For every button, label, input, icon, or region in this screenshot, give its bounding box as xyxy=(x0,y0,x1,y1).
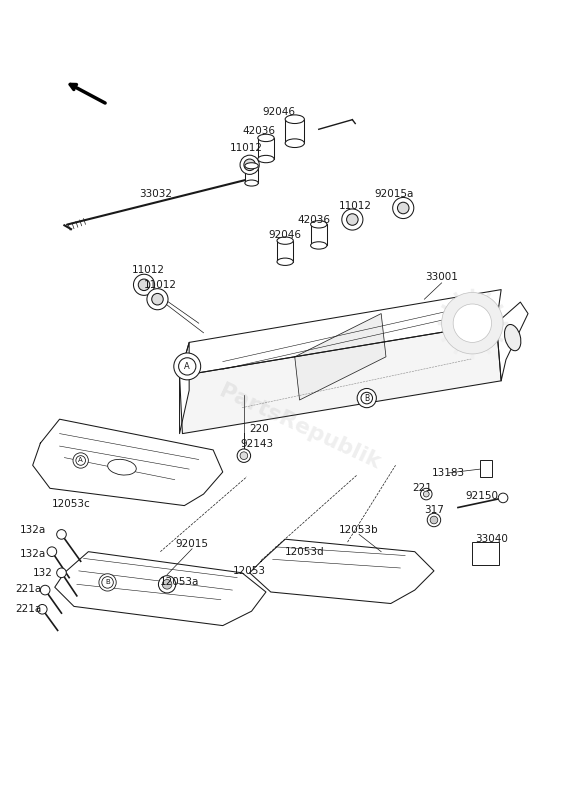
Text: A: A xyxy=(184,362,190,371)
Bar xyxy=(310,224,327,246)
Circle shape xyxy=(357,389,376,408)
Bar xyxy=(480,459,491,477)
Circle shape xyxy=(179,358,196,375)
Text: B: B xyxy=(364,394,369,402)
Circle shape xyxy=(57,568,66,578)
Circle shape xyxy=(174,353,201,380)
Circle shape xyxy=(40,586,50,595)
Polygon shape xyxy=(180,290,501,376)
Circle shape xyxy=(151,294,163,305)
Circle shape xyxy=(57,530,66,539)
Ellipse shape xyxy=(245,180,258,186)
Circle shape xyxy=(424,491,429,497)
Bar xyxy=(245,166,258,183)
Circle shape xyxy=(392,198,414,218)
Ellipse shape xyxy=(277,258,293,266)
Circle shape xyxy=(99,574,116,591)
Circle shape xyxy=(442,293,503,354)
Polygon shape xyxy=(180,342,189,434)
Ellipse shape xyxy=(277,237,293,244)
Ellipse shape xyxy=(310,242,327,249)
Circle shape xyxy=(158,576,176,593)
Ellipse shape xyxy=(285,115,305,123)
Circle shape xyxy=(240,452,248,459)
Polygon shape xyxy=(55,552,266,626)
Circle shape xyxy=(138,279,150,290)
Bar xyxy=(285,119,305,143)
Text: PartsRepublik: PartsRepublik xyxy=(216,381,384,473)
Polygon shape xyxy=(295,314,386,400)
Circle shape xyxy=(237,449,251,462)
Bar xyxy=(472,542,499,565)
Text: 12053d: 12053d xyxy=(284,546,324,557)
Text: 221a: 221a xyxy=(16,584,42,594)
Text: 11012: 11012 xyxy=(144,280,177,290)
Polygon shape xyxy=(497,302,528,381)
Ellipse shape xyxy=(258,134,274,142)
Text: 221a: 221a xyxy=(16,604,42,614)
Text: 317: 317 xyxy=(424,506,444,515)
Text: 220: 220 xyxy=(250,424,269,434)
Circle shape xyxy=(361,392,372,404)
Text: B: B xyxy=(105,579,110,586)
Text: 12053b: 12053b xyxy=(339,525,379,534)
Polygon shape xyxy=(250,539,434,603)
Polygon shape xyxy=(33,419,223,506)
Text: 11012: 11012 xyxy=(230,142,263,153)
Text: 132a: 132a xyxy=(20,525,46,534)
Circle shape xyxy=(162,579,172,589)
Text: 12053c: 12053c xyxy=(51,498,90,509)
Text: 42036: 42036 xyxy=(243,126,276,136)
Circle shape xyxy=(147,289,168,310)
Circle shape xyxy=(47,547,57,557)
Ellipse shape xyxy=(245,162,258,169)
Text: 132a: 132a xyxy=(20,549,46,558)
Text: 11012: 11012 xyxy=(339,201,372,211)
Bar xyxy=(277,241,293,262)
Ellipse shape xyxy=(285,139,305,147)
Text: 42036: 42036 xyxy=(298,215,331,226)
Circle shape xyxy=(240,155,260,174)
Text: 11012: 11012 xyxy=(131,266,164,275)
Text: 12053a: 12053a xyxy=(160,578,199,587)
Circle shape xyxy=(38,605,47,614)
Circle shape xyxy=(453,304,491,342)
Circle shape xyxy=(73,453,88,468)
Circle shape xyxy=(76,456,86,466)
Circle shape xyxy=(244,159,255,170)
Text: 132: 132 xyxy=(32,568,52,578)
Text: 33032: 33032 xyxy=(139,189,172,198)
Text: 92015: 92015 xyxy=(176,539,209,549)
Text: A: A xyxy=(78,458,83,463)
Circle shape xyxy=(342,209,363,230)
Circle shape xyxy=(398,202,409,214)
Circle shape xyxy=(427,514,440,526)
Text: 221: 221 xyxy=(413,483,432,494)
Ellipse shape xyxy=(310,221,327,228)
Circle shape xyxy=(102,577,113,588)
Ellipse shape xyxy=(258,155,274,162)
Text: 33040: 33040 xyxy=(475,534,508,544)
Circle shape xyxy=(347,214,358,226)
Text: 92046: 92046 xyxy=(269,230,302,240)
Circle shape xyxy=(134,274,154,295)
Bar xyxy=(258,138,274,159)
Text: 92015a: 92015a xyxy=(374,189,413,198)
Ellipse shape xyxy=(108,459,136,475)
Text: 33001: 33001 xyxy=(425,272,458,282)
Circle shape xyxy=(421,488,432,500)
Circle shape xyxy=(498,493,508,502)
Ellipse shape xyxy=(505,325,521,350)
Text: 92143: 92143 xyxy=(240,439,273,449)
Circle shape xyxy=(430,516,438,524)
Text: 92046: 92046 xyxy=(262,107,295,117)
Text: 92150: 92150 xyxy=(465,491,498,501)
Text: 12053: 12053 xyxy=(233,566,266,576)
Polygon shape xyxy=(180,323,501,434)
Text: 13183: 13183 xyxy=(432,468,465,478)
